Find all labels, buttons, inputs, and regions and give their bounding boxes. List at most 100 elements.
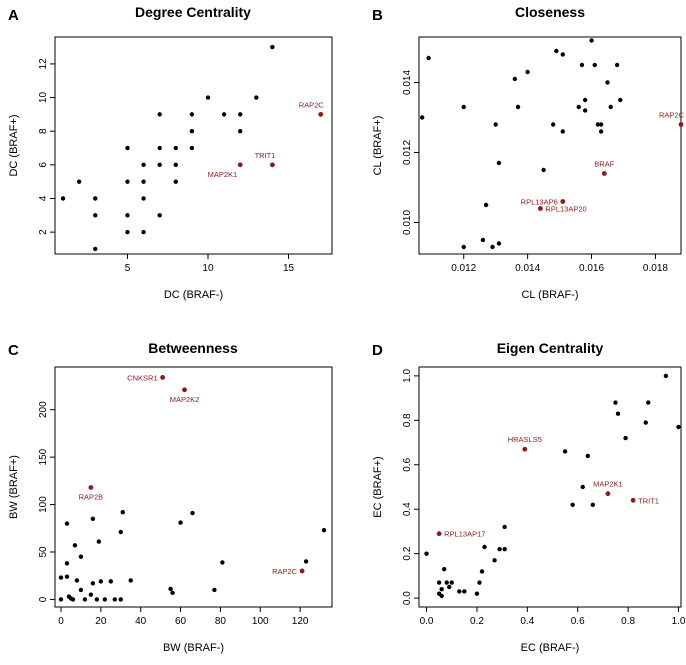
data-point — [141, 229, 146, 235]
data-point — [93, 196, 98, 201]
point-label: RPL13AP20 — [545, 205, 586, 214]
x-tick-label: 0 — [58, 616, 64, 627]
x-tick-label: 120 — [292, 616, 309, 627]
x-tick-label: 0.016 — [579, 263, 604, 274]
highlighted-point — [605, 491, 611, 497]
data-point — [496, 160, 502, 166]
data-point — [580, 484, 585, 490]
plot-frame — [54, 366, 333, 608]
data-point — [541, 167, 546, 173]
data-point — [58, 575, 64, 580]
data-point — [570, 502, 575, 507]
data-point — [118, 529, 123, 535]
data-point — [461, 104, 466, 110]
y-tick-label: 0.0 — [402, 591, 413, 605]
x-tick-label: 40 — [135, 616, 147, 627]
data-point — [64, 574, 70, 579]
panel-letter: C — [8, 342, 19, 359]
x-tick-label: 15 — [283, 263, 295, 274]
x-tick-label: 20 — [95, 616, 107, 627]
data-point — [579, 62, 585, 68]
x-tick-label: 0.0 — [420, 616, 434, 627]
x-axis-label: BW (BRAF-) — [163, 642, 224, 654]
data-point — [608, 104, 613, 110]
data-point — [515, 104, 521, 110]
data-point — [90, 516, 96, 521]
data-point — [168, 586, 173, 592]
x-tick-label: 0.6 — [571, 616, 585, 627]
panel-letter: D — [372, 342, 383, 359]
data-point — [462, 589, 467, 594]
data-point — [493, 122, 498, 127]
point-label: RAP2B — [79, 492, 104, 501]
data-point — [643, 420, 648, 425]
data-point — [615, 411, 621, 416]
panel-d: D Eigen Centrality 0.0 0.2 0.4 0.6 0.8 1.0 0.0 0.… — [372, 340, 686, 654]
data-point — [221, 112, 227, 117]
highlighted-point — [299, 568, 305, 574]
y-tick-label: 1.0 — [402, 369, 413, 383]
y-tick-label: 0.2 — [402, 546, 413, 560]
x-tick-label: 0.2 — [470, 616, 484, 627]
data-point — [90, 581, 96, 586]
data-point — [76, 179, 82, 184]
data-point — [436, 580, 442, 585]
data-point — [93, 246, 98, 252]
data-point — [502, 547, 507, 552]
point-label: RPL13AP17 — [444, 530, 485, 539]
data-point — [157, 213, 162, 218]
x-tick-label: 0.4 — [520, 616, 534, 627]
data-point — [64, 561, 70, 566]
point-label: RAP2C — [659, 111, 685, 120]
data-point — [238, 129, 243, 134]
data-point — [461, 244, 466, 250]
data-point — [424, 551, 429, 556]
point-label: HRASLS5 — [508, 435, 542, 444]
x-tick-label: 0.8 — [621, 616, 635, 627]
x-tick-label: 100 — [252, 616, 269, 627]
highlighted-point — [630, 497, 636, 503]
highlighted-point — [601, 171, 607, 176]
data-point — [72, 543, 78, 548]
x-tick-label: 5 — [125, 263, 131, 274]
data-point — [141, 196, 146, 201]
data-point — [598, 122, 604, 127]
point-label: MAP2K1 — [593, 480, 623, 489]
y-axis-label: EC (BRAF+) — [372, 456, 384, 517]
plot-frame — [418, 366, 682, 608]
data-point — [78, 554, 84, 559]
panel-c: C Betweenness 0 20 40 60 80 100 120 0 50 100 150 200 B… — [8, 340, 333, 654]
point-label: RAP2C — [299, 100, 325, 109]
data-point — [96, 539, 102, 544]
y-tick-label: 0 — [38, 596, 49, 602]
data-point — [582, 97, 588, 103]
data-point — [173, 162, 178, 168]
data-point — [128, 578, 133, 583]
highlighted-point — [270, 162, 275, 168]
x-tick-label: 60 — [175, 616, 187, 627]
point-label: TRIT1 — [255, 151, 276, 160]
data-point — [676, 424, 681, 430]
data-point — [614, 62, 620, 68]
y-axis-label: DC (BRAF+) — [8, 114, 20, 176]
data-point — [190, 510, 195, 516]
data-point — [189, 129, 195, 134]
data-point — [483, 202, 489, 208]
data-point — [270, 44, 275, 50]
y-tick-label: 0.010 — [402, 210, 413, 235]
point-label: MAP2K2 — [170, 395, 200, 404]
highlighted-point — [88, 485, 94, 490]
y-tick-label: 0.6 — [402, 457, 413, 471]
data-point — [492, 558, 497, 563]
y-tick-label: 0.012 — [402, 140, 413, 165]
highlighted-point — [237, 162, 243, 168]
highlighted-point — [522, 446, 528, 452]
data-point — [490, 244, 495, 250]
panel-letter: A — [8, 7, 19, 24]
x-axis-label: CL (BRAF-) — [521, 289, 578, 301]
data-point — [525, 69, 530, 75]
panel-a: A Degree Centrality 5 10 15 2 4 6 8 10 12 DC (BRAF-… — [8, 4, 333, 301]
data-point — [585, 453, 590, 459]
data-point — [108, 579, 113, 584]
highlighted-point — [436, 531, 442, 537]
